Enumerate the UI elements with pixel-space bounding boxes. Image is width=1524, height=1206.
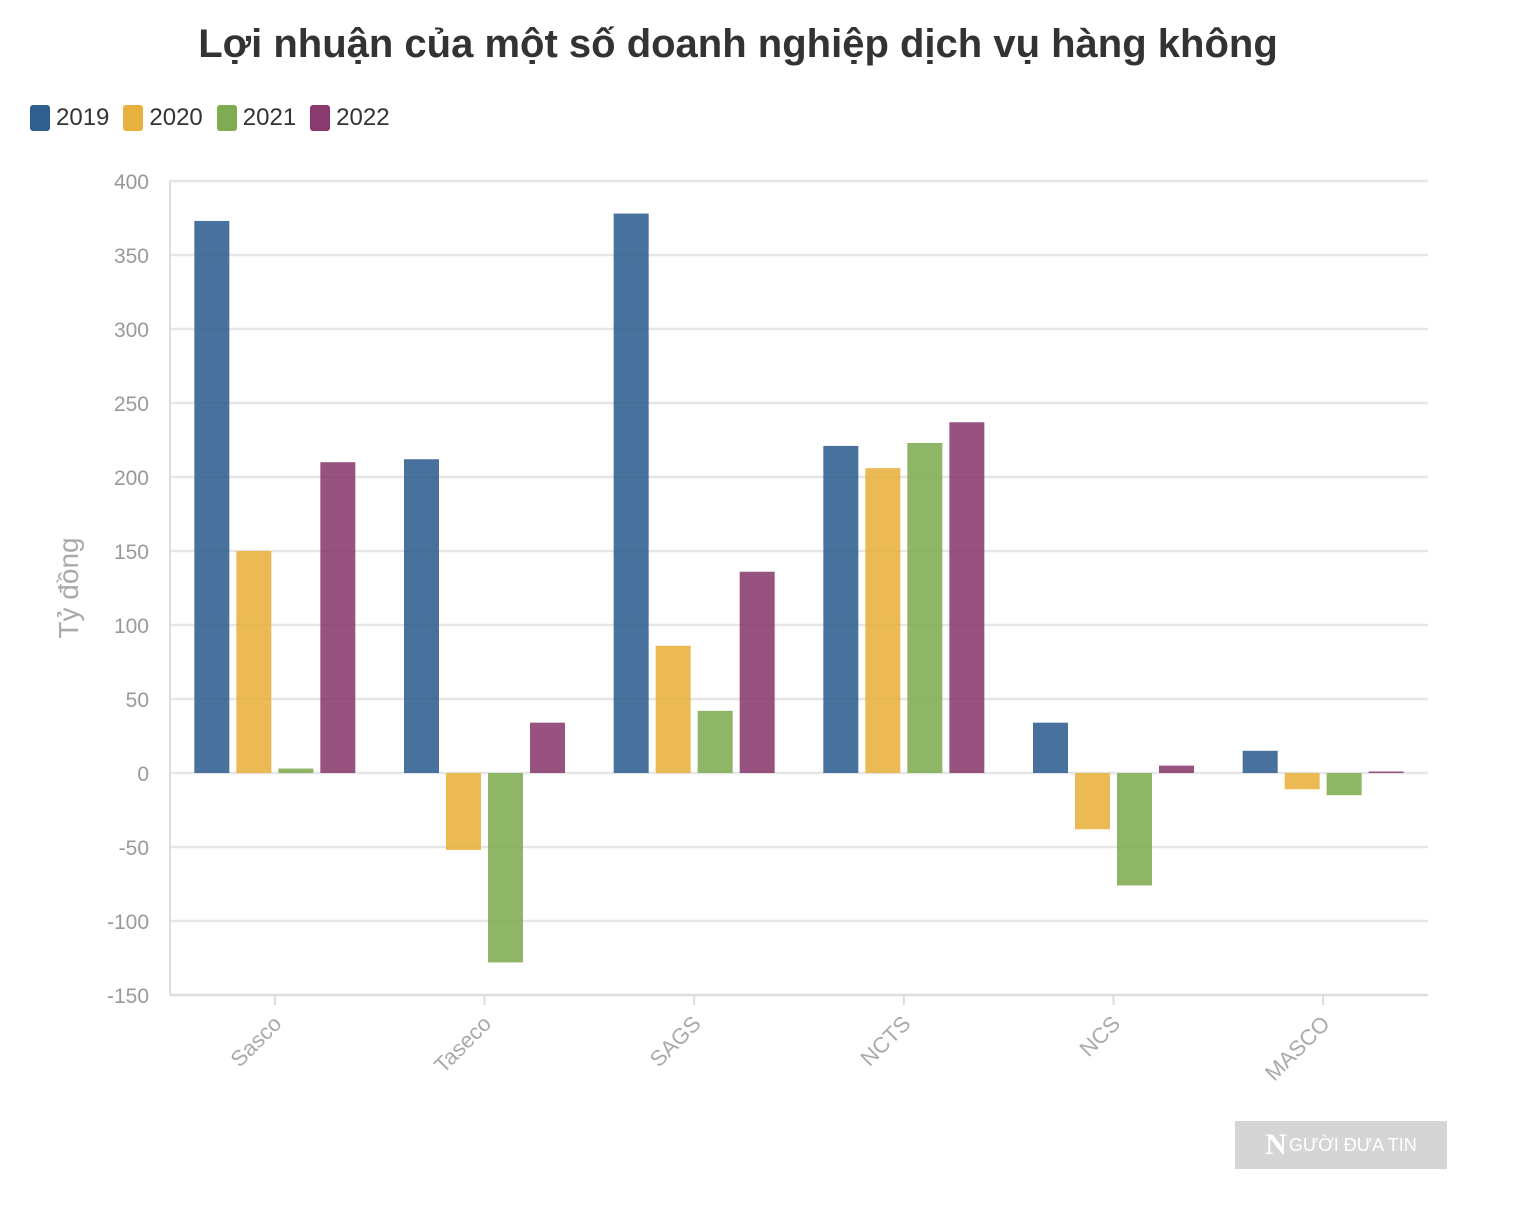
bar-NCTS-2019 — [823, 445, 859, 773]
y-tick-label: -50 — [119, 837, 149, 860]
bar-MASCO-2019 — [1242, 750, 1278, 773]
y-tick-label: 350 — [114, 245, 149, 268]
x-tick-label: MASCO — [1260, 1011, 1335, 1086]
x-tick-label: Taseco — [429, 1011, 496, 1078]
bar-Taseco-2022 — [530, 722, 565, 773]
legend-item-2019[interactable]: 2019 — [30, 104, 109, 132]
bar-Sasco-2019 — [194, 220, 230, 773]
watermark-initial: N — [1265, 1128, 1287, 1161]
bar-Sasco-2020 — [236, 551, 272, 773]
legend-label: 2021 — [242, 104, 297, 131]
watermark-logo: N GƯỜI ĐƯA TIN — [1235, 1121, 1447, 1169]
bar-NCS-2020 — [1075, 773, 1110, 830]
legend-swatch — [123, 105, 144, 131]
bar-NCS-2021 — [1117, 773, 1152, 886]
y-tick-label: -150 — [107, 985, 149, 1008]
y-tick-label: 50 — [126, 689, 149, 712]
y-tick-label: 250 — [114, 393, 149, 416]
legend-label: 2019 — [56, 104, 110, 131]
bar-NCTS-2022 — [949, 422, 985, 773]
bar-NCTS-2021 — [907, 442, 943, 773]
legend-item-2020[interactable]: 2020 — [123, 104, 203, 132]
chart-title: Lợi nhuận của một số doanh nghiệp dịch v… — [198, 22, 1278, 66]
bar-SAGS-2022 — [739, 571, 775, 773]
bar-NCTS-2020 — [865, 468, 901, 773]
y-tick-label: 0 — [137, 763, 149, 786]
bar-SAGS-2019 — [613, 213, 649, 773]
bar-Sasco-2021 — [278, 768, 314, 773]
bar-NCS-2019 — [1033, 722, 1068, 773]
legend-item-2022[interactable]: 2022 — [310, 104, 390, 132]
bar-MASCO-2022 — [1368, 771, 1404, 774]
x-tick-label: NCS — [1075, 1011, 1126, 1062]
bar-SAGS-2020 — [655, 645, 691, 773]
bar-NCS-2022 — [1159, 765, 1194, 773]
bar-Taseco-2021 — [488, 773, 523, 963]
bar-Sasco-2022 — [320, 462, 356, 773]
legend-label: 2022 — [336, 104, 390, 131]
y-tick-label: 300 — [114, 319, 149, 342]
y-tick-label: -100 — [107, 911, 149, 934]
legend-swatch — [30, 105, 50, 131]
y-tick-label: 200 — [114, 467, 149, 490]
x-tick-label: Sasco — [225, 1011, 286, 1072]
legend: 2019 2020 2021 2022 — [30, 104, 390, 132]
bar-Taseco-2020 — [446, 773, 481, 850]
x-tick-label: SAGS — [645, 1011, 706, 1072]
watermark-text: GƯỜI ĐƯA TIN — [1288, 1134, 1417, 1155]
bar-MASCO-2020 — [1284, 773, 1320, 790]
legend-swatch — [310, 105, 331, 131]
bar-SAGS-2021 — [697, 710, 733, 773]
y-axis-title: Tỷ đồng — [53, 537, 84, 638]
legend-swatch — [216, 105, 237, 131]
legend-item-2021[interactable]: 2021 — [216, 104, 297, 132]
y-tick-label: 100 — [114, 615, 149, 638]
y-tick-label: 400 — [114, 171, 149, 194]
x-tick-label: NCTS — [855, 1011, 915, 1071]
bar-MASCO-2021 — [1326, 773, 1362, 796]
y-tick-label: 150 — [114, 541, 149, 564]
bar-Taseco-2019 — [404, 459, 439, 773]
legend-label: 2020 — [149, 104, 203, 131]
